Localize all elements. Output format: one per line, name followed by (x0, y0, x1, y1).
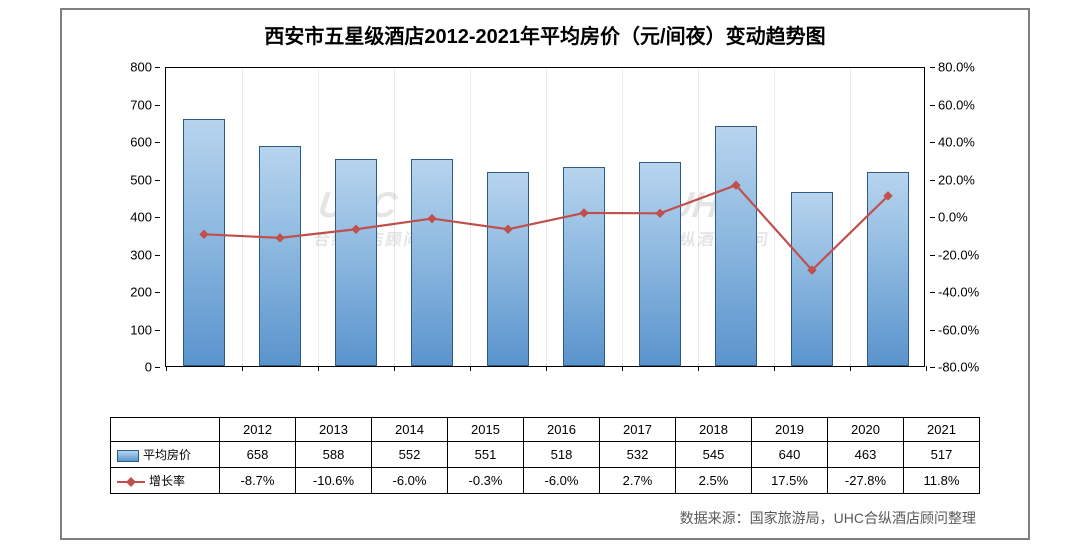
year-cell: 2021 (904, 418, 980, 442)
y2-tick: 0.0% (938, 210, 968, 225)
bar-row: 平均房价 658588552551518532545640463517 (111, 442, 980, 468)
line-value-cell: 17.5% (752, 468, 828, 494)
blank-cell (111, 418, 220, 442)
growth-marker (200, 230, 208, 238)
y2-tick: -20.0% (938, 247, 979, 262)
y1-axis: 0100200300400500600700800 (110, 67, 160, 367)
line-value-cell: -6.0% (524, 468, 600, 494)
bar-value-cell: 658 (220, 442, 296, 468)
y1-tick: 100 (130, 322, 152, 337)
data-table-wrap: 2012201320142015201620172018201920202021… (110, 417, 980, 494)
year-cell: 2018 (676, 418, 752, 442)
y2-tick: -80.0% (938, 360, 979, 375)
line-value-cell: 2.5% (676, 468, 752, 494)
bar-value-cell: 463 (828, 442, 904, 468)
y2-axis: -80.0%-60.0%-40.0%-20.0%0.0%20.0%40.0%60… (930, 67, 980, 367)
legend-line: 增长率 (111, 468, 220, 494)
chart-container: 西安市五星级酒店2012-2021年平均房价（元/间夜）变动趋势图 0 100 20… (60, 8, 1030, 540)
year-cell: 2020 (828, 418, 904, 442)
bar-value-cell: 517 (904, 442, 980, 468)
growth-marker (656, 209, 664, 217)
y2-tick: 40.0% (938, 135, 975, 150)
source-text: 数据来源：国家旅游局，UHC合纵酒店顾问整理 (62, 494, 1028, 538)
line-overlay (166, 68, 924, 366)
line-value-cell: -0.3% (448, 468, 524, 494)
y1-tick: 500 (130, 172, 152, 187)
y1-tick: 800 (130, 60, 152, 75)
bar-value-cell: 640 (752, 442, 828, 468)
year-cell: 2012 (220, 418, 296, 442)
y1-tick: 300 (130, 247, 152, 262)
y2-tick: -60.0% (938, 322, 979, 337)
year-cell: 2015 (448, 418, 524, 442)
bar-value-cell: 588 (296, 442, 372, 468)
line-value-cell: 11.8% (904, 468, 980, 494)
series2-label: 增长率 (149, 474, 185, 488)
bar-value-cell: 551 (448, 442, 524, 468)
chart-area: 0 100 200 300 400 500 600 700 800 UHC 合纵酒店顾问 UHC… (110, 57, 980, 417)
legend-bar: 平均房价 (111, 442, 220, 468)
y1-tick: 600 (130, 135, 152, 150)
y2-tick: -40.0% (938, 285, 979, 300)
series1-label: 平均房价 (143, 448, 191, 462)
bar-swatch-icon (117, 450, 139, 462)
year-cell: 2014 (372, 418, 448, 442)
y2-tick: 60.0% (938, 97, 975, 112)
line-swatch-icon (117, 476, 145, 488)
year-row: 2012201320142015201620172018201920202021 (111, 418, 980, 442)
y2-tick: 20.0% (938, 172, 975, 187)
year-cell: 2019 (752, 418, 828, 442)
plot-area: UHC 合纵酒店顾问 UHC 合纵酒店顾问 (165, 67, 925, 367)
bar-value-cell: 552 (372, 442, 448, 468)
growth-marker (352, 225, 360, 233)
line-value-cell: 2.7% (600, 468, 676, 494)
year-cell: 2013 (296, 418, 372, 442)
line-value-cell: -27.8% (828, 468, 904, 494)
data-table: 2012201320142015201620172018201920202021… (110, 417, 980, 494)
chart-title: 西安市五星级酒店2012-2021年平均房价（元/间夜）变动趋势图 (62, 20, 1028, 49)
growth-marker (504, 225, 512, 233)
line-value-cell: -8.7% (220, 468, 296, 494)
growth-marker (276, 234, 284, 242)
y1-tick: 700 (130, 97, 152, 112)
year-cell: 2016 (524, 418, 600, 442)
y1-tick: 0 (145, 360, 152, 375)
bar-value-cell: 545 (676, 442, 752, 468)
year-cell: 2017 (600, 418, 676, 442)
growth-marker (580, 209, 588, 217)
bar-value-cell: 518 (524, 442, 600, 468)
line-value-cell: -10.6% (296, 468, 372, 494)
line-value-cell: -6.0% (372, 468, 448, 494)
line-row: 增长率-8.7%-10.6%-6.0%-0.3%-6.0%2.7%2.5%17.… (111, 468, 980, 494)
y1-tick: 400 (130, 210, 152, 225)
bar-value-cell: 532 (600, 442, 676, 468)
growth-marker (428, 215, 436, 223)
y1-tick: 200 (130, 285, 152, 300)
y2-tick: 80.0% (938, 60, 975, 75)
